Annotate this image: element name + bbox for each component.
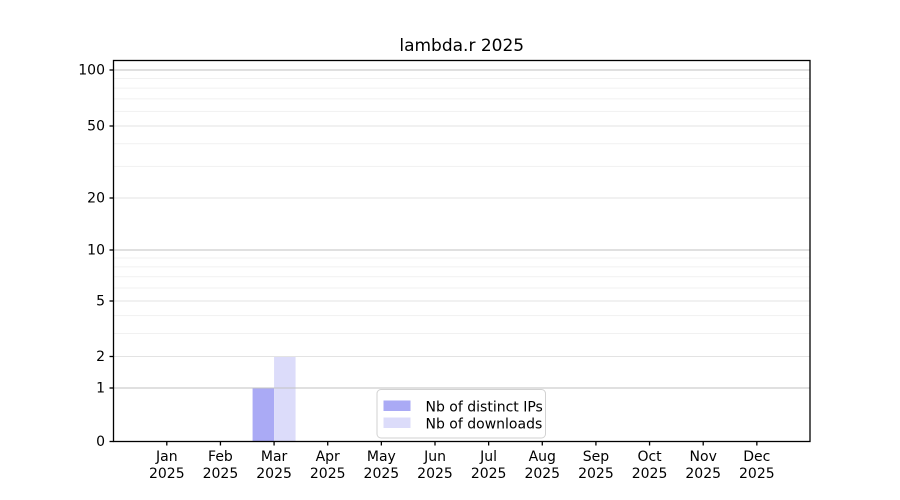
legend-swatch-downloads: [383, 417, 411, 428]
x-tick-label-month: Jul: [479, 449, 497, 465]
x-tick-label-year: 2025: [256, 466, 292, 482]
x-tick-label-month: Feb: [208, 449, 233, 465]
x-tick-label-year: 2025: [524, 466, 560, 482]
x-tick-label-month: Mar: [261, 449, 288, 465]
legend-swatch-distinct-ips: [383, 400, 411, 411]
y-tick-label: 2: [96, 349, 105, 365]
x-tick-label-year: 2025: [471, 466, 507, 482]
x-tick-label-year: 2025: [149, 466, 185, 482]
chart-title: lambda.r 2025: [399, 36, 524, 56]
x-tick-label-month: Sep: [583, 449, 610, 465]
x-tick-label-year: 2025: [632, 466, 668, 482]
x-tick-label-month: Aug: [529, 449, 556, 465]
y-tick-label: 20: [87, 191, 105, 207]
x-tick-label-year: 2025: [203, 466, 239, 482]
x-tick-label-year: 2025: [739, 466, 775, 482]
x-tick-label-year: 2025: [685, 466, 721, 482]
legend-label: Nb of downloads: [426, 417, 543, 433]
y-tick-label: 1: [96, 381, 105, 397]
x-tick-label-month: Jun: [423, 449, 446, 465]
y-tick-label: 5: [96, 294, 105, 310]
x-tick-label-month: Apr: [316, 449, 340, 465]
y-tick-label: 100: [78, 63, 105, 79]
x-tick-label-month: May: [367, 449, 396, 465]
x-tick-label-month: Oct: [637, 449, 662, 465]
x-tick-label-month: Jan: [155, 449, 178, 465]
x-tick-label-year: 2025: [578, 466, 614, 482]
x-tick-label-month: Dec: [743, 449, 770, 465]
bar-distinct-ips-mar: [252, 388, 275, 442]
y-tick-label: 0: [96, 434, 105, 450]
x-tick-label-month: Nov: [690, 449, 717, 465]
x-tick-label-year: 2025: [310, 466, 346, 482]
plot-border: [112, 59, 811, 443]
bar-downloads-mar: [274, 356, 296, 442]
legend-label: Nb of distinct IPs: [426, 400, 543, 416]
x-tick-label-year: 2025: [364, 466, 400, 482]
x-tick-label-year: 2025: [417, 466, 453, 482]
legend-box: [376, 389, 546, 439]
y-tick-label: 50: [87, 119, 105, 135]
y-tick-label: 10: [87, 243, 105, 259]
